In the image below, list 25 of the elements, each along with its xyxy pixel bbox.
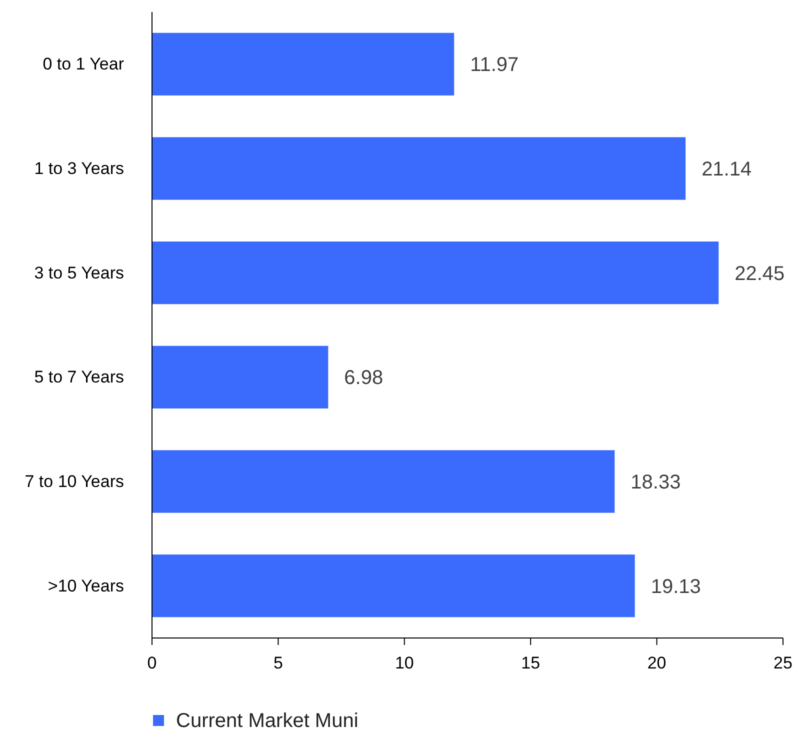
data-label: 19.13 <box>650 576 701 598</box>
x-tick-label: 20 <box>647 653 666 672</box>
bar <box>152 137 686 200</box>
bar <box>152 242 719 304</box>
y-tick-label: >10 Years <box>48 576 124 596</box>
bar <box>152 450 615 513</box>
y-tick-label: 5 to 7 Years <box>34 368 124 387</box>
x-tick-label: 10 <box>394 653 414 672</box>
legend-label: Current Market Muni <box>176 710 358 732</box>
x-tick-label: 5 <box>273 653 283 672</box>
bar <box>152 554 635 618</box>
data-label: 22.45 <box>734 262 785 285</box>
data-label: 11.97 <box>470 54 519 76</box>
x-tick-label: 15 <box>521 653 540 672</box>
y-tick-label: 0 to 1 Year <box>42 54 124 74</box>
y-tick-label: 1 to 3 Years <box>34 158 124 178</box>
data-label: 18.33 <box>630 472 681 494</box>
y-tick-label: 3 to 5 Years <box>34 263 124 282</box>
data-label: 6.98 <box>344 367 384 390</box>
y-tick-label: 7 to 10 Years <box>24 472 124 491</box>
x-tick-label: 25 <box>774 653 792 672</box>
x-tick-label: 0 <box>147 653 157 672</box>
bar <box>152 32 454 96</box>
bar <box>152 346 328 408</box>
data-label: 21.14 <box>702 158 752 180</box>
